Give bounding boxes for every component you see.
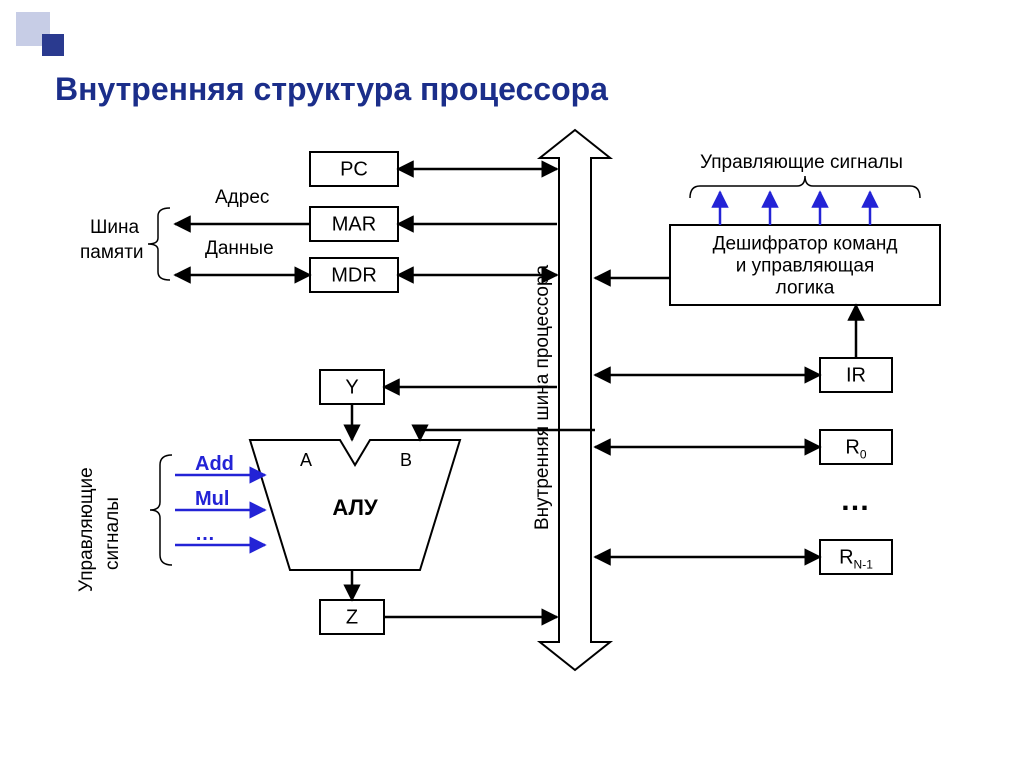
- block-Y: Y: [320, 370, 384, 404]
- block-MDR: MDR: [310, 258, 398, 292]
- block-MAR: MAR: [310, 207, 398, 241]
- svg-text:Дешифратор команд: Дешифратор команд: [713, 233, 898, 254]
- alu-signal-Mul: Mul: [195, 488, 229, 510]
- block-DEC: Дешифратор команди управляющаялогика: [670, 225, 940, 305]
- svg-text:Z: Z: [346, 607, 358, 629]
- svg-text:и управляющая: и управляющая: [736, 255, 875, 276]
- block-PC: PC: [310, 152, 398, 186]
- block-R0: R0: [820, 430, 892, 464]
- page-title: Внутренняя структура процессора: [55, 71, 608, 107]
- svg-text:MDR: MDR: [331, 265, 377, 287]
- label-addr: Адрес: [215, 187, 269, 208]
- svg-text:PC: PC: [340, 159, 368, 181]
- label-data: Данные: [205, 238, 274, 259]
- alu-signal-Add: Add: [195, 453, 234, 475]
- block-Z: Z: [320, 600, 384, 634]
- svg-text:IR: IR: [846, 365, 866, 387]
- ctrlL2: сигналы: [102, 497, 123, 570]
- registers-ellipsis: …: [840, 484, 870, 517]
- internal-bus-label: Внутренняя шина процессора: [532, 264, 553, 530]
- ctrl-signals-right-label: Управляющие сигналы: [700, 152, 903, 173]
- block-IR: IR: [820, 358, 892, 392]
- svg-text:Y: Y: [345, 377, 358, 399]
- block-ALU: АЛУ A B: [250, 440, 460, 570]
- block-RN1: RN-1: [820, 540, 892, 574]
- svg-text:B: B: [400, 450, 412, 470]
- svg-text:логика: логика: [776, 277, 835, 298]
- svg-text:MAR: MAR: [332, 214, 376, 236]
- label-membus2: памяти: [80, 242, 144, 263]
- svg-text:АЛУ: АЛУ: [332, 495, 378, 520]
- svg-text:A: A: [300, 450, 312, 470]
- label-membus1: Шина: [90, 217, 140, 238]
- ctrlL1: Управляющие: [76, 467, 97, 592]
- alu-signal-…: …: [195, 523, 215, 545]
